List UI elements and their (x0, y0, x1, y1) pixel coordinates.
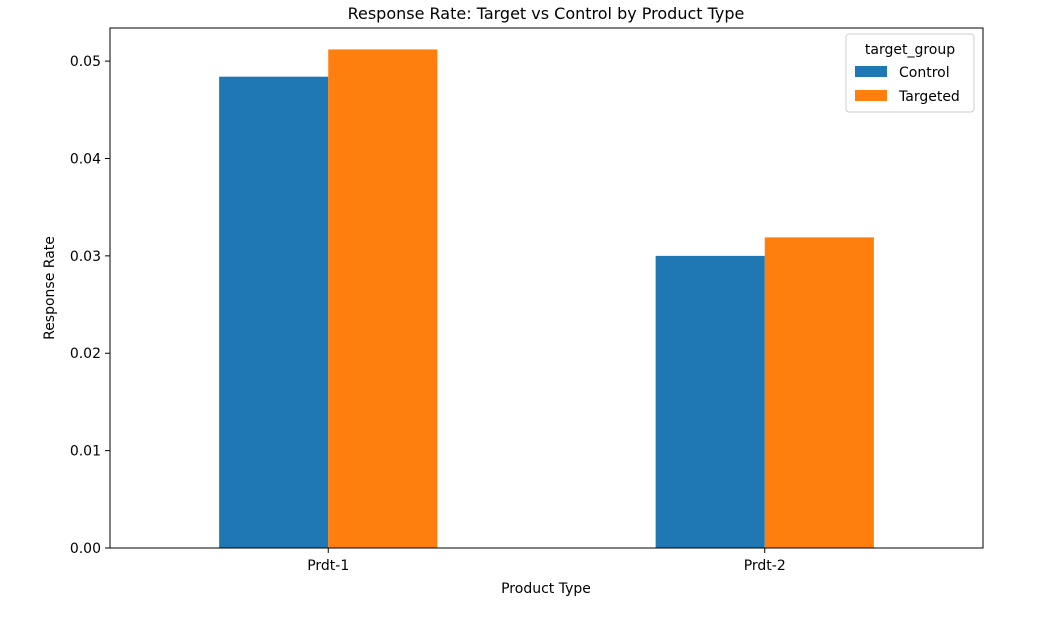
x-tick-label: Prdt-2 (744, 558, 786, 574)
legend-label-control: Control (899, 65, 950, 81)
bar-targeted-prdt-1 (328, 49, 438, 549)
chart-title: Response Rate: Target vs Control by Prod… (348, 4, 745, 23)
y-tick-label: 0.03 (70, 249, 101, 265)
legend-swatch-control (855, 66, 887, 77)
y-tick-label: 0.01 (70, 444, 101, 460)
legend-label-targeted: Targeted (898, 89, 960, 105)
plot-frame (109, 27, 984, 549)
bar-control-prdt-1 (219, 76, 329, 548)
y-axis: 0.00 0.01 0.02 0.03 0.04 0.05 (70, 54, 110, 557)
y-tick-label: 0.05 (70, 54, 101, 70)
x-axis: Prdt-1 Prdt-2 (307, 548, 786, 574)
y-tick-label: 0.00 (70, 541, 101, 557)
y-tick-label: 0.02 (70, 346, 101, 362)
y-axis-label: Response Rate (42, 236, 58, 340)
x-tick-label: Prdt-1 (307, 558, 349, 574)
bar-control-prdt-2 (655, 255, 765, 548)
legend-items: Control Targeted (855, 65, 960, 105)
legend-swatch-targeted (855, 90, 887, 101)
bar-targeted-prdt-2 (764, 237, 874, 549)
x-axis-label: Product Type (501, 581, 591, 597)
legend-title: target_group (865, 42, 955, 58)
legend: target_group Control Targeted (845, 33, 975, 113)
y-tick-label: 0.04 (70, 151, 101, 167)
bars-layer (219, 49, 874, 549)
